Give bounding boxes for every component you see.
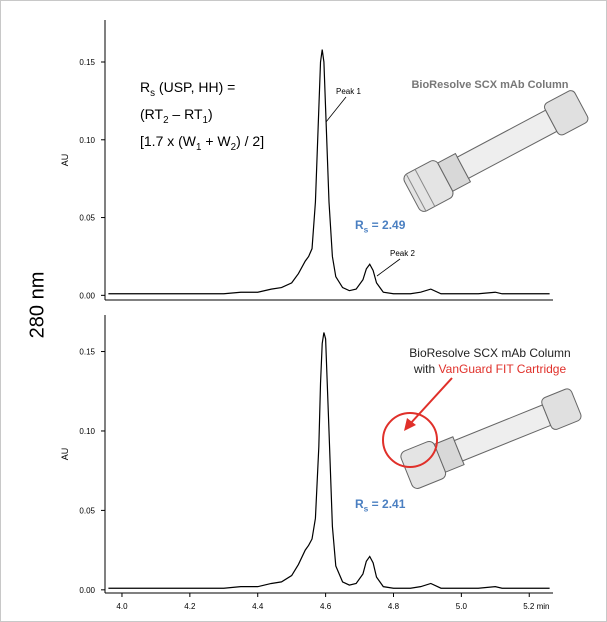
text-part: R xyxy=(355,218,364,232)
y-tick-label: 0.05 xyxy=(79,214,95,223)
leader-line xyxy=(325,96,347,123)
text-part: [1.7 x (W xyxy=(140,133,197,149)
peak-label: Peak 1 xyxy=(336,87,361,96)
y-tick-label: 0.10 xyxy=(79,136,95,145)
x-tick-label: 4.6 xyxy=(320,602,332,611)
y-axis-label: AU xyxy=(60,448,70,461)
text-part: VanGuard FIT Cartridge xyxy=(439,362,567,376)
text-part: = 2.41 xyxy=(368,497,405,511)
text-part: R xyxy=(140,79,150,95)
y-tick-label: 0.00 xyxy=(79,291,95,300)
text-part: (USP, HH) = xyxy=(155,79,235,95)
highlight-circle xyxy=(382,412,438,468)
chromatogram-line xyxy=(108,332,550,589)
x-tick-label: 4.2 xyxy=(184,602,196,611)
text-part: s xyxy=(364,225,369,235)
text-part: s xyxy=(364,504,369,514)
column-image xyxy=(403,90,589,212)
text-part: – RT xyxy=(169,106,203,122)
x-tick-label: 5.0 xyxy=(456,602,468,611)
y-tick-label: 0.05 xyxy=(79,506,95,515)
formula-line: Rs (USP, HH) = xyxy=(140,79,235,99)
y-tick-label: 0.15 xyxy=(79,58,95,67)
text-part: BioResolve SCX mAb Column xyxy=(411,79,568,91)
image-caption: BioResolve SCX mAb Column xyxy=(409,346,570,360)
y-tick-label: 0.00 xyxy=(79,586,95,595)
x-tick-label: 5.2 min xyxy=(523,602,549,611)
resolution-label: Rs = 2.41 xyxy=(355,497,406,514)
text-part: 1 xyxy=(203,115,208,126)
text-part: s xyxy=(150,88,155,99)
chromatogram-line xyxy=(108,49,550,295)
formula-line: (RT2 – RT1) xyxy=(140,106,213,126)
text-part: ) / 2] xyxy=(236,133,264,149)
x-tick-label: 4.8 xyxy=(388,602,400,611)
y-tick-label: 0.10 xyxy=(79,427,95,436)
leader-line xyxy=(376,258,401,277)
text-part: 2 xyxy=(231,142,236,153)
text-part: + W xyxy=(201,133,231,149)
text-part: 2 xyxy=(163,115,168,126)
text-part: (RT xyxy=(140,106,164,122)
text-part: R xyxy=(355,497,364,511)
text-part: 1 xyxy=(196,142,201,153)
resolution-label: Rs = 2.49 xyxy=(355,218,406,235)
arrow-head xyxy=(404,418,416,431)
formula-line: [1.7 x (W1 + W2) / 2] xyxy=(140,133,264,153)
y-tick-label: 0.15 xyxy=(79,348,95,357)
arrow xyxy=(409,377,453,425)
image-caption: with VanGuard FIT Cartridge xyxy=(413,362,567,376)
x-tick-label: 4.0 xyxy=(116,602,128,611)
text-part: ) xyxy=(208,106,213,122)
x-tick-label: 4.4 xyxy=(252,602,264,611)
y-axis-label: AU xyxy=(60,154,70,167)
text-part: with xyxy=(413,362,439,376)
image-caption: BioResolve SCX mAb Column xyxy=(411,79,568,91)
text-part: BioResolve SCX mAb Column xyxy=(409,346,570,360)
text-part: = 2.49 xyxy=(368,218,405,232)
peak-label: Peak 2 xyxy=(390,249,415,258)
side-label: 280 nm xyxy=(26,272,48,339)
